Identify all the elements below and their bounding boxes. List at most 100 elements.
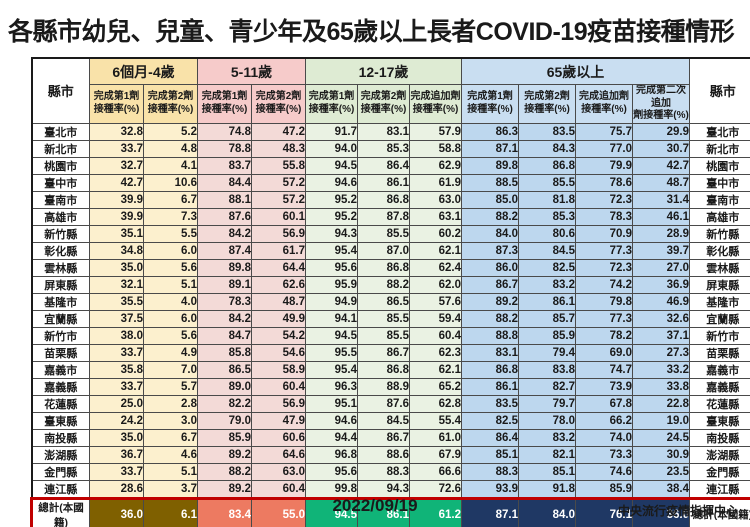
county-cell-left: 新北市 <box>31 139 90 158</box>
total-rate-cell: 36.0 <box>89 496 144 527</box>
rate-cell: 70.9 <box>575 224 634 243</box>
county-cell-right: 臺北市 <box>689 122 750 141</box>
age-group-header-0: 6個月-4歲 <box>88 57 199 85</box>
total-rate-cell: 61.2 <box>409 496 463 527</box>
rate-cell: 60.1 <box>251 207 307 226</box>
rate-cell: 62.0 <box>409 275 463 294</box>
rate-cell: 95.6 <box>305 462 359 481</box>
rate-cell: 94.5 <box>305 326 359 345</box>
metric-header-g0-c1: 完成第2劑 接種率(%) <box>142 84 199 124</box>
rate-cell: 64.4 <box>251 258 307 277</box>
rate-cell: 85.9 <box>197 428 253 447</box>
county-cell-left: 基隆市 <box>31 292 90 311</box>
table-row: 澎湖縣 36.7 4.6 89.2 64.6 96.8 88.6 67.9 85.1 82.1 73… <box>31 445 750 464</box>
rate-cell: 86.0 <box>461 258 520 277</box>
rate-cell: 84.4 <box>197 173 253 192</box>
rate-cell: 94.6 <box>305 411 359 430</box>
rate-cell: 87.4 <box>197 241 253 260</box>
county-cell-right: 基隆市 <box>689 292 750 311</box>
county-cell-left: 連江縣 <box>31 479 90 499</box>
rate-cell: 63.0 <box>409 190 463 209</box>
rate-cell: 28.9 <box>632 224 691 243</box>
total-label-right: 總計(本國籍) <box>689 496 750 527</box>
rate-cell: 57.2 <box>251 190 307 209</box>
rate-cell: 46.9 <box>632 292 691 311</box>
rate-cell: 46.1 <box>632 207 691 226</box>
rate-cell: 4.1 <box>142 156 199 175</box>
rate-cell: 4.6 <box>142 445 199 464</box>
metric-header-g1-c1: 完成第2劑 接種率(%) <box>251 84 307 124</box>
rate-cell: 56.9 <box>251 224 307 243</box>
rate-cell: 63.0 <box>251 462 307 481</box>
rate-cell: 89.1 <box>197 275 253 294</box>
rate-cell: 57.9 <box>409 122 463 141</box>
rate-cell: 94.1 <box>305 309 359 328</box>
rate-cell: 86.1 <box>357 173 411 192</box>
rate-cell: 55.4 <box>409 411 463 430</box>
rate-cell: 85.3 <box>357 139 411 158</box>
rate-cell: 78.3 <box>575 207 634 226</box>
rate-cell: 79.0 <box>197 411 253 430</box>
rate-cell: 42.7 <box>89 173 144 192</box>
rate-cell: 83.2 <box>518 428 577 447</box>
table-row: 臺中市 42.7 10.6 84.4 57.2 94.6 86.1 61.9 88.5 85.5 7… <box>31 173 750 192</box>
rate-cell: 35.0 <box>89 428 144 447</box>
rate-cell: 39.9 <box>89 207 144 226</box>
total-rate-cell: 87.1 <box>461 496 520 527</box>
rate-cell: 22.8 <box>632 394 691 413</box>
rate-cell: 4.9 <box>142 343 199 362</box>
rate-cell: 35.1 <box>89 224 144 243</box>
rate-cell: 54.6 <box>251 343 307 362</box>
rate-cell: 82.5 <box>518 258 577 277</box>
rate-cell: 36.7 <box>89 445 144 464</box>
rate-cell: 89.0 <box>197 377 253 396</box>
county-column-header-right: 縣市 <box>689 57 750 124</box>
rate-cell: 62.1 <box>409 360 463 379</box>
table-header: 縣市 6個月-4歲 5-11歲 12-17歲 65歲以上 縣市 完成第1劑 接種率(%) 完成第… <box>31 57 750 124</box>
rate-cell: 83.7 <box>197 156 253 175</box>
county-cell-right: 新竹市 <box>689 326 750 345</box>
rate-cell: 83.1 <box>461 343 520 362</box>
rate-cell: 85.1 <box>518 462 577 481</box>
rate-cell: 84.5 <box>357 411 411 430</box>
rate-cell: 6.7 <box>142 428 199 447</box>
rate-cell: 10.6 <box>142 173 199 192</box>
total-rate-cell: 83.4 <box>197 496 253 527</box>
rate-cell: 59.4 <box>409 309 463 328</box>
rate-cell: 74.6 <box>575 462 634 481</box>
rate-cell: 85.5 <box>357 224 411 243</box>
rate-cell: 61.9 <box>409 173 463 192</box>
rate-cell: 61.7 <box>251 241 307 260</box>
rate-cell: 94.9 <box>305 292 359 311</box>
rate-cell: 75.7 <box>575 122 634 141</box>
table-row: 嘉義縣 33.7 5.7 89.0 60.4 96.3 88.9 65.2 86.1 82.7 73… <box>31 377 750 396</box>
rate-cell: 4.8 <box>142 139 199 158</box>
total-rate-cell: 36.0 <box>632 496 691 527</box>
metric-header-g3-c0: 完成第1劑 接種率(%) <box>461 84 520 124</box>
rate-cell: 5.2 <box>142 122 199 141</box>
rate-cell: 19.0 <box>632 411 691 430</box>
rate-cell: 95.1 <box>305 394 359 413</box>
rate-cell: 95.4 <box>305 241 359 260</box>
rate-cell: 5.6 <box>142 258 199 277</box>
rate-cell: 37.1 <box>632 326 691 345</box>
rate-cell: 58.9 <box>251 360 307 379</box>
table-row: 桃園市 32.7 4.1 83.7 55.8 94.5 86.4 62.9 89.8 86.8 79… <box>31 156 750 175</box>
total-rate-cell: 76.1 <box>575 496 634 527</box>
rate-cell: 86.5 <box>197 360 253 379</box>
rate-cell: 88.5 <box>461 173 520 192</box>
rate-cell: 87.0 <box>357 241 411 260</box>
rate-cell: 74.7 <box>575 360 634 379</box>
rate-cell: 5.7 <box>142 377 199 396</box>
rate-cell: 88.6 <box>357 445 411 464</box>
county-cell-left: 宜蘭縣 <box>31 309 90 328</box>
rate-cell: 27.0 <box>632 258 691 277</box>
county-cell-left: 臺北市 <box>31 122 90 141</box>
table-row: 嘉義市 35.8 7.0 86.5 58.9 95.4 86.8 62.1 86.8 83.8 74… <box>31 360 750 379</box>
county-cell-left: 臺中市 <box>31 173 90 192</box>
rate-cell: 60.4 <box>251 377 307 396</box>
rate-cell: 86.4 <box>357 156 411 175</box>
rate-cell: 89.2 <box>461 292 520 311</box>
rate-cell: 88.2 <box>357 275 411 294</box>
